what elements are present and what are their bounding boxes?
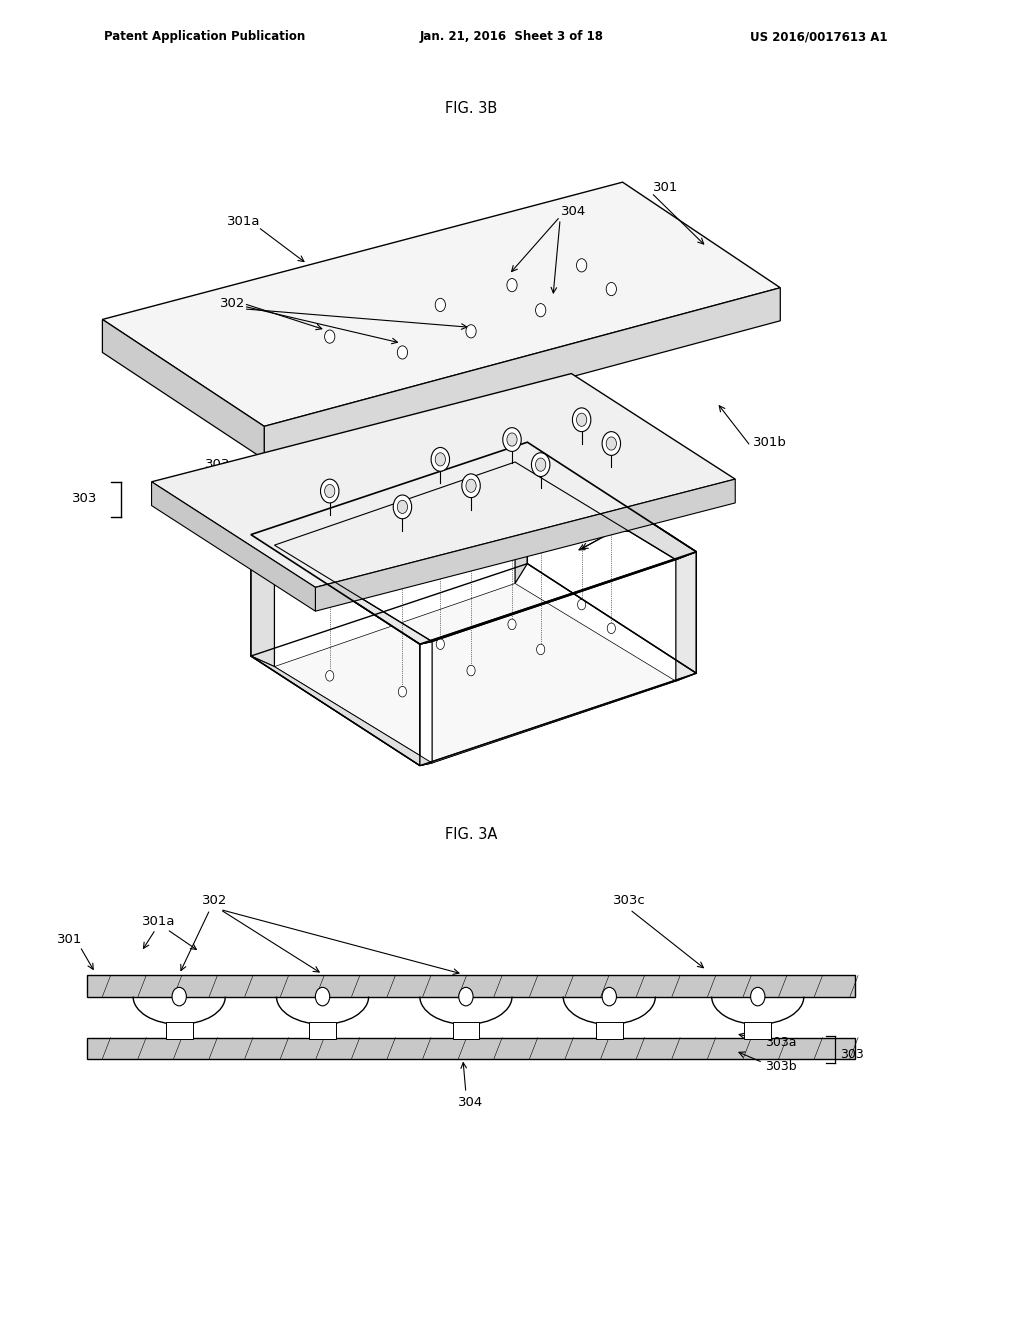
Polygon shape	[264, 288, 780, 459]
Text: 303b: 303b	[765, 1060, 797, 1073]
Polygon shape	[420, 642, 432, 766]
Circle shape	[398, 686, 407, 697]
Circle shape	[577, 413, 587, 426]
Circle shape	[466, 479, 476, 492]
Circle shape	[435, 298, 445, 312]
Text: 303a: 303a	[765, 1036, 797, 1049]
Circle shape	[325, 484, 335, 498]
Circle shape	[751, 987, 765, 1006]
Circle shape	[172, 987, 186, 1006]
Circle shape	[397, 346, 408, 359]
Text: 301a: 301a	[227, 215, 261, 228]
Circle shape	[508, 619, 516, 630]
Circle shape	[315, 987, 330, 1006]
Text: 301a: 301a	[142, 915, 175, 928]
Text: 305: 305	[606, 521, 633, 535]
Circle shape	[325, 330, 335, 343]
Polygon shape	[251, 656, 432, 766]
Polygon shape	[515, 442, 527, 583]
Text: 303: 303	[840, 1048, 863, 1061]
Text: FIG. 3B: FIG. 3B	[444, 100, 498, 116]
Text: 303c: 303c	[205, 458, 238, 471]
Polygon shape	[274, 583, 676, 763]
Polygon shape	[152, 374, 735, 587]
Bar	[453, 1022, 479, 1039]
Circle shape	[577, 259, 587, 272]
Circle shape	[537, 644, 545, 655]
Text: 301: 301	[57, 933, 82, 946]
Circle shape	[507, 279, 517, 292]
Bar	[744, 1022, 771, 1039]
Polygon shape	[251, 535, 432, 644]
Polygon shape	[251, 535, 274, 667]
Text: 303b: 303b	[210, 511, 244, 524]
Polygon shape	[420, 673, 696, 766]
Polygon shape	[251, 442, 527, 545]
Text: 301: 301	[653, 181, 679, 194]
Text: 303c: 303c	[613, 894, 646, 907]
Circle shape	[436, 639, 444, 649]
Bar	[596, 1022, 623, 1039]
Circle shape	[503, 428, 521, 451]
Circle shape	[578, 599, 586, 610]
Circle shape	[393, 495, 412, 519]
Polygon shape	[102, 182, 780, 426]
Polygon shape	[102, 319, 264, 459]
Text: Patent Application Publication: Patent Application Publication	[104, 30, 305, 44]
Circle shape	[459, 987, 473, 1006]
Text: 304: 304	[459, 1096, 483, 1109]
Circle shape	[536, 304, 546, 317]
Text: 302: 302	[220, 297, 246, 310]
Circle shape	[326, 671, 334, 681]
Text: 303a: 303a	[210, 487, 244, 500]
Text: 304: 304	[561, 205, 587, 218]
Text: Jan. 21, 2016  Sheet 3 of 18: Jan. 21, 2016 Sheet 3 of 18	[420, 30, 604, 44]
Circle shape	[606, 282, 616, 296]
Circle shape	[572, 408, 591, 432]
Circle shape	[531, 453, 550, 477]
Circle shape	[431, 447, 450, 471]
Circle shape	[536, 458, 546, 471]
Text: 301b: 301b	[753, 436, 786, 449]
Bar	[166, 1022, 193, 1039]
Polygon shape	[676, 552, 696, 681]
Circle shape	[602, 432, 621, 455]
Polygon shape	[152, 482, 315, 611]
Circle shape	[462, 474, 480, 498]
Circle shape	[321, 479, 339, 503]
Polygon shape	[315, 479, 735, 611]
Circle shape	[397, 500, 408, 513]
Circle shape	[467, 665, 475, 676]
Circle shape	[607, 623, 615, 634]
Circle shape	[435, 453, 445, 466]
Bar	[309, 1022, 336, 1039]
Polygon shape	[420, 552, 696, 644]
Bar	[87, 975, 855, 997]
Circle shape	[507, 433, 517, 446]
Text: US 2016/0017613 A1: US 2016/0017613 A1	[751, 30, 888, 44]
Text: 303: 303	[72, 492, 97, 506]
Circle shape	[606, 437, 616, 450]
Text: 305: 305	[608, 521, 635, 535]
Bar	[87, 1038, 855, 1059]
Circle shape	[602, 987, 616, 1006]
Text: 302: 302	[203, 894, 227, 907]
Text: FIG. 3A: FIG. 3A	[444, 826, 498, 842]
Polygon shape	[515, 442, 696, 560]
Circle shape	[466, 325, 476, 338]
